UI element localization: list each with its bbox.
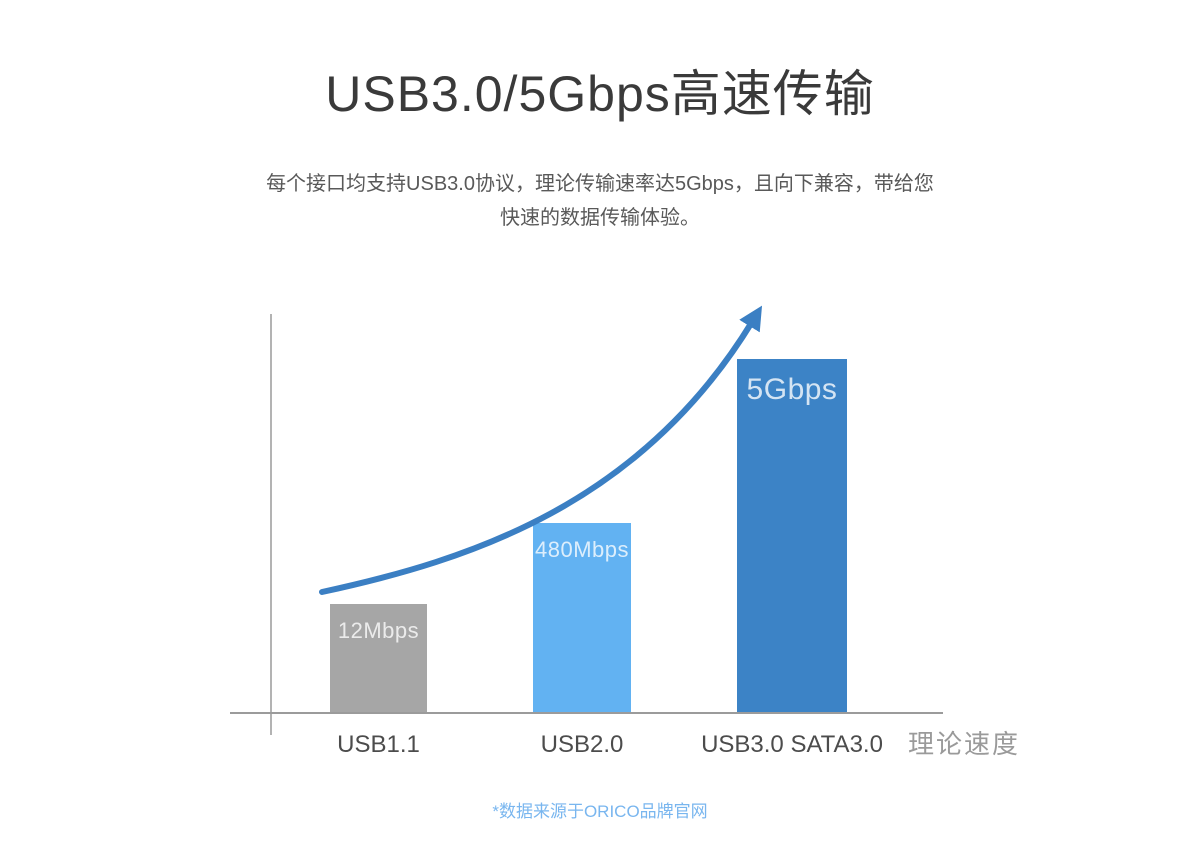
bar-value-label: 480Mbps bbox=[534, 537, 629, 562]
bar-usb3.0-sata3.0: 5Gbps bbox=[737, 359, 847, 712]
category-label: USB2.0 bbox=[540, 731, 624, 758]
x-axis-line bbox=[230, 712, 943, 714]
data-source-footnote: *数据来源于ORICO品牌官网 bbox=[492, 802, 708, 821]
page-title: USB3.0/5Gbps高速传输 bbox=[325, 66, 875, 122]
page-subtitle: 每个接口均支持USB3.0协议，理论传输速率达5Gbps，且向下兼容，带给您 快… bbox=[0, 167, 1200, 235]
bar-usb1.1: 12Mbps bbox=[330, 604, 427, 712]
subtitle-line-2: 快速的数据传输体验。 bbox=[500, 207, 700, 229]
bar-value-label: 5Gbps bbox=[746, 373, 838, 406]
category-label: USB3.0 SATA3.0 bbox=[701, 731, 883, 758]
x-axis-title: 理论速度 bbox=[908, 729, 1021, 759]
category-label: USB1.1 bbox=[337, 731, 420, 758]
subtitle-line-1: 每个接口均支持USB3.0协议，理论传输速率达5Gbps，且向下兼容，带给您 bbox=[266, 173, 934, 195]
bar-usb2.0: 480Mbps bbox=[533, 523, 631, 712]
y-axis-line bbox=[270, 314, 272, 735]
bar-value-label: 12Mbps bbox=[337, 618, 420, 643]
